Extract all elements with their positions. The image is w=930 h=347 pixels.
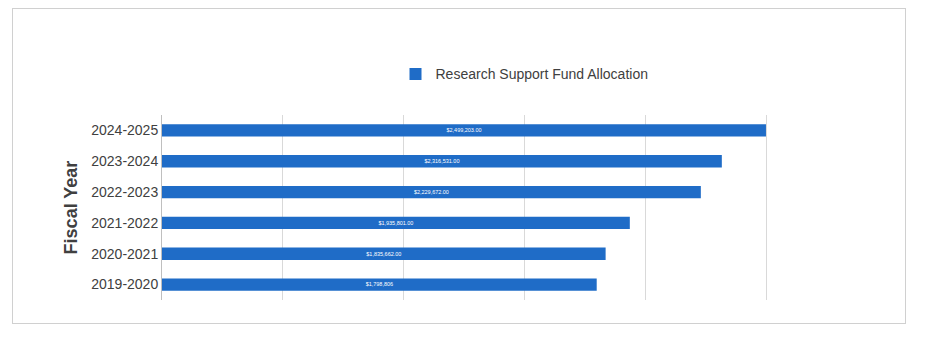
svg-text:Research Support Fund Allocati: Research Support Fund Allocation bbox=[436, 66, 648, 82]
svg-text:$1,835,662.00: $1,835,662.00 bbox=[366, 251, 401, 257]
svg-text:$1,798,806: $1,798,806 bbox=[366, 281, 393, 287]
svg-text:$2,499,203.00: $2,499,203.00 bbox=[446, 127, 481, 133]
svg-text:$1,935,801.00: $1,935,801.00 bbox=[378, 220, 413, 226]
svg-text:2023-2024: 2023-2024 bbox=[91, 153, 158, 169]
svg-text:2019-2020: 2019-2020 bbox=[91, 276, 158, 292]
svg-text:2022-2023: 2022-2023 bbox=[91, 184, 158, 200]
svg-text:Fiscal Year: Fiscal Year bbox=[61, 161, 81, 255]
svg-text:2021-2022: 2021-2022 bbox=[91, 215, 158, 231]
svg-text:$2,316,531.00: $2,316,531.00 bbox=[424, 158, 459, 164]
svg-text:$2,229,672.00: $2,229,672.00 bbox=[414, 189, 449, 195]
svg-text:2024-2025: 2024-2025 bbox=[91, 122, 158, 138]
svg-text:2020-2021: 2020-2021 bbox=[91, 246, 158, 262]
